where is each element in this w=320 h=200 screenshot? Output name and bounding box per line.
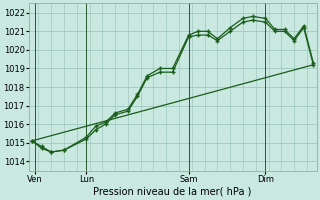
X-axis label: Pression niveau de la mer( hPa ): Pression niveau de la mer( hPa ) <box>93 187 252 197</box>
